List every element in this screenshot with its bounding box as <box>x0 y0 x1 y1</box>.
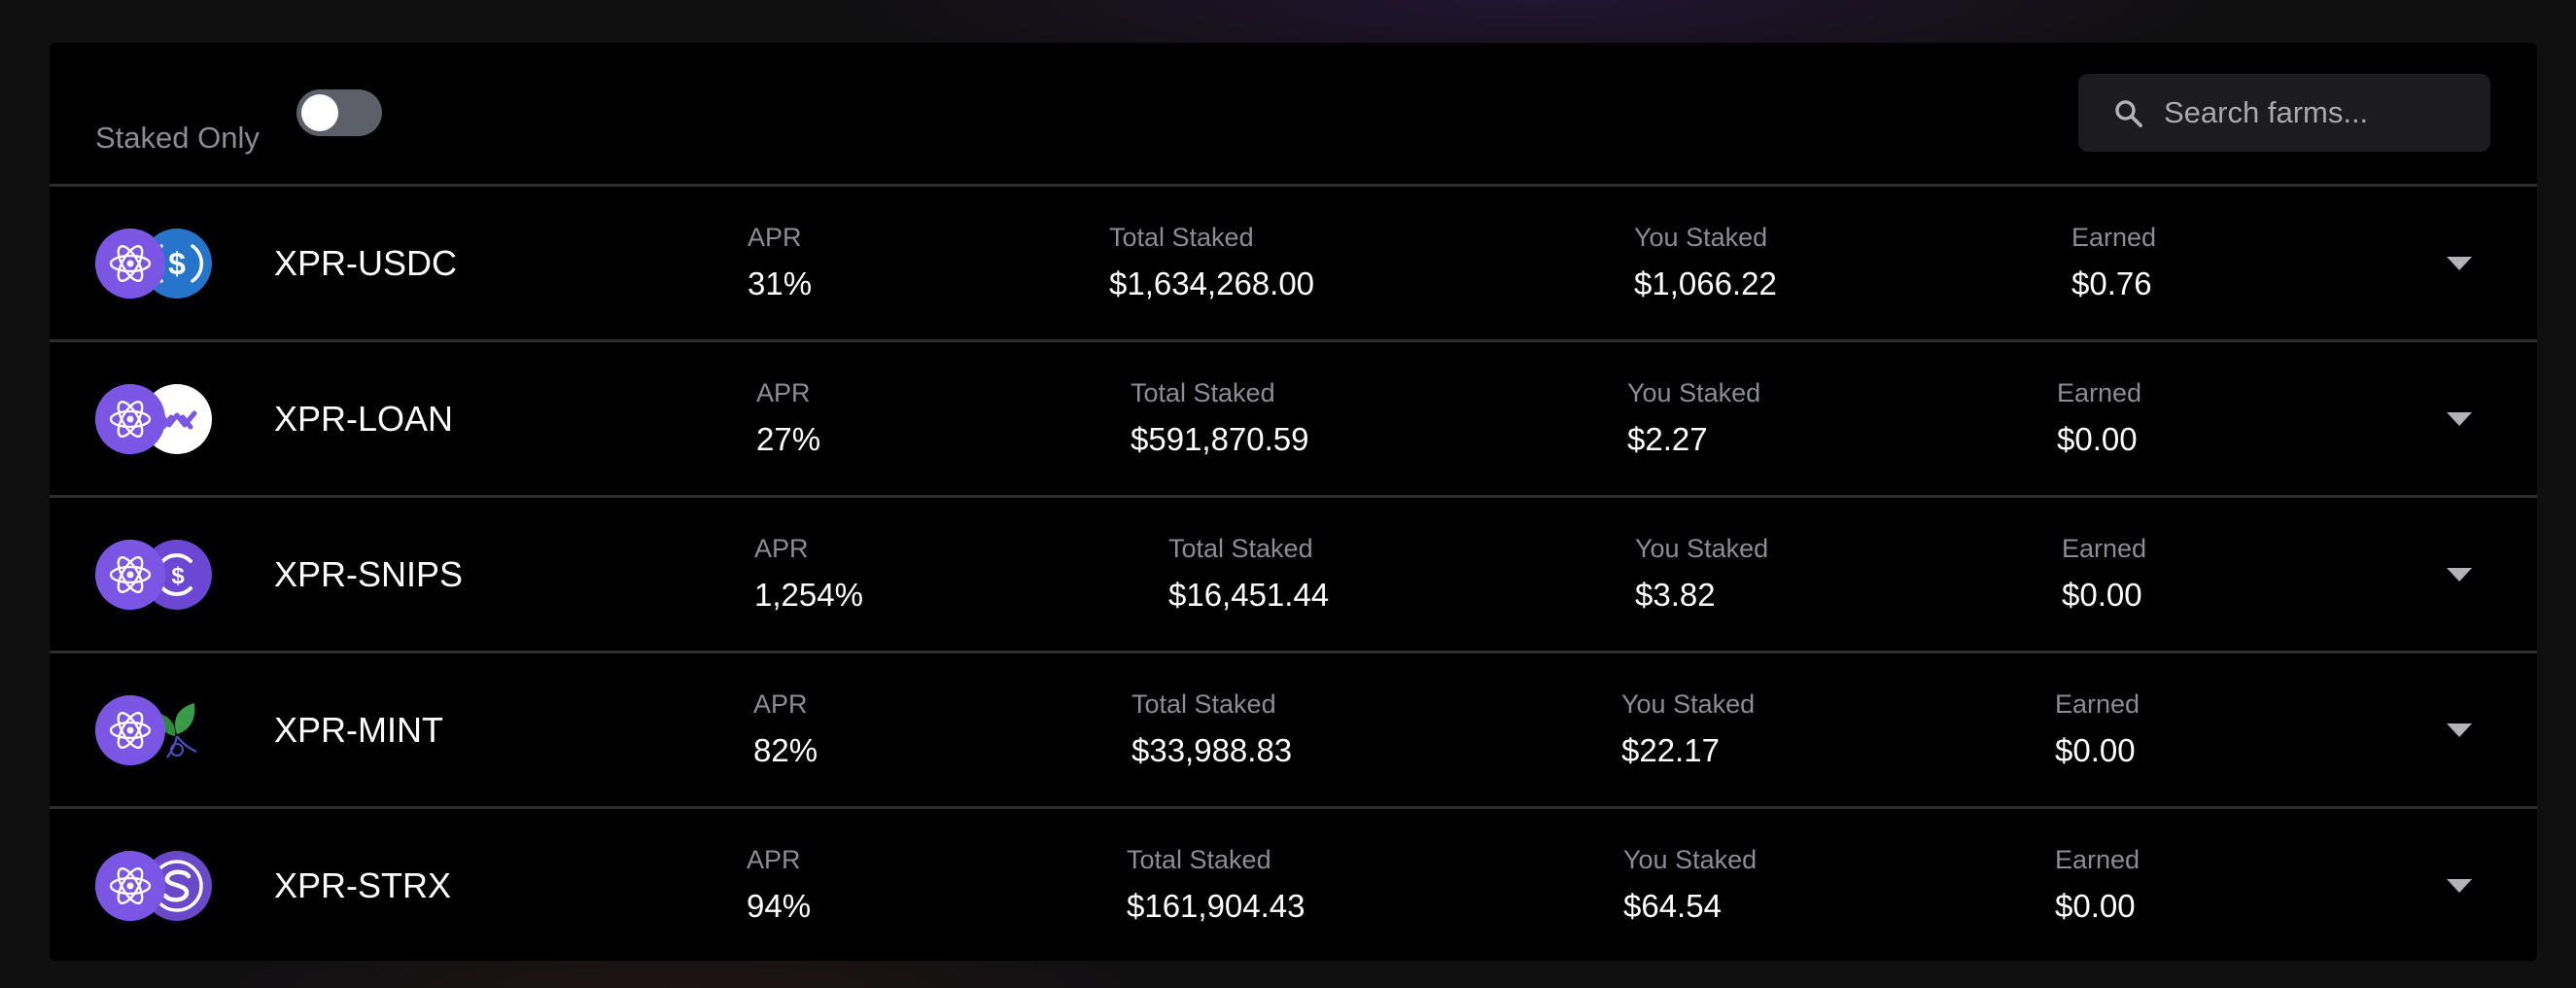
you-staked-stat: You Staked $1,066.22 <box>1634 222 1777 303</box>
staked-only-toggle[interactable] <box>296 89 382 136</box>
total-staked-value: $591,870.59 <box>1131 421 1309 457</box>
farms-toolbar: Staked Only <box>50 43 2537 184</box>
earned-value: $0.00 <box>2057 421 2138 457</box>
farm-row-xpr-usdc[interactable]: $ XPR-USDC APR <box>50 184 2537 340</box>
xpr-atom-icon <box>95 540 165 610</box>
total-staked-label: Total Staked <box>1127 845 1271 874</box>
apr-label: APR <box>748 223 802 252</box>
search-input[interactable] <box>2164 74 2475 152</box>
total-staked-value: $33,988.83 <box>1131 732 1293 768</box>
total-staked-value: $161,904.43 <box>1127 888 1305 924</box>
you-staked-label: You Staked <box>1635 534 1769 563</box>
pair-name: XPR-MINT <box>274 710 443 750</box>
apr-stat: APR 27% <box>756 377 820 459</box>
earned-label: Earned <box>2055 845 2141 874</box>
farms-panel: Staked Only $ <box>50 43 2537 961</box>
chevron-down-icon[interactable] <box>2447 879 2472 893</box>
earned-label: Earned <box>2071 223 2157 252</box>
pair-icons <box>95 850 222 922</box>
pair-name: XPR-USDC <box>274 243 458 283</box>
chevron-down-icon[interactable] <box>2447 723 2472 737</box>
apr-stat: APR 31% <box>748 222 812 303</box>
total-staked-label: Total Staked <box>1131 378 1275 407</box>
apr-stat: APR 82% <box>753 688 818 770</box>
apr-value: 1,254% <box>754 577 863 613</box>
apr-value: 31% <box>748 265 813 301</box>
you-staked-label: You Staked <box>1634 223 1768 252</box>
chevron-down-icon[interactable] <box>2447 568 2472 582</box>
xpr-atom-icon <box>95 851 165 921</box>
earned-label: Earned <box>2055 689 2141 719</box>
apr-value: 27% <box>756 421 821 457</box>
pair-name: XPR-SNIPS <box>274 554 464 594</box>
apr-label: APR <box>754 534 809 563</box>
you-staked-value: $2.27 <box>1627 421 1708 457</box>
svg-text:$: $ <box>168 246 186 281</box>
pair-icons <box>95 694 222 766</box>
total-staked-label: Total Staked <box>1109 223 1254 252</box>
earned-stat: Earned $0.00 <box>2055 688 2140 770</box>
you-staked-label: You Staked <box>1623 845 1758 874</box>
farm-row-xpr-mint[interactable]: XPR-MINT APR 82% Total Staked $33,988.83… <box>50 651 2537 807</box>
farm-row-xpr-strx[interactable]: XPR-STRX APR 94% Total Staked $161,904.4… <box>50 806 2537 961</box>
pair-name: XPR-STRX <box>274 865 452 905</box>
search-box[interactable] <box>2078 74 2490 152</box>
svg-text:$: $ <box>171 563 185 589</box>
you-staked-value: $1,066.22 <box>1634 265 1777 301</box>
earned-value: $0.76 <box>2071 265 2152 301</box>
xpr-atom-icon <box>95 384 165 454</box>
search-icon <box>2115 100 2142 127</box>
pair-icons: $ <box>95 228 222 300</box>
total-staked-stat: Total Staked $16,451.44 <box>1168 533 1329 615</box>
apr-label: APR <box>747 845 801 874</box>
you-staked-stat: You Staked $64.54 <box>1623 844 1757 926</box>
you-staked-stat: You Staked $2.27 <box>1627 377 1760 459</box>
farm-row-xpr-loan[interactable]: XPR-LOAN APR 27% Total Staked $591,870.5… <box>50 339 2537 496</box>
earned-stat: Earned $0.76 <box>2071 222 2156 303</box>
pair-icons: $ <box>95 539 222 611</box>
apr-stat: APR 1,254% <box>754 533 863 615</box>
chevron-down-icon[interactable] <box>2447 257 2472 270</box>
you-staked-label: You Staked <box>1621 689 1756 719</box>
earned-stat: Earned $0.00 <box>2062 533 2146 615</box>
total-staked-label: Total Staked <box>1168 534 1313 563</box>
earned-label: Earned <box>2062 534 2147 563</box>
xpr-atom-icon <box>95 229 165 299</box>
total-staked-value: $16,451.44 <box>1168 577 1330 613</box>
earned-stat: Earned $0.00 <box>2057 377 2141 459</box>
total-staked-stat: Total Staked $161,904.43 <box>1127 844 1305 926</box>
total-staked-stat: Total Staked $33,988.83 <box>1131 688 1292 770</box>
chevron-down-icon[interactable] <box>2447 412 2472 426</box>
total-staked-stat: Total Staked $591,870.59 <box>1131 377 1309 459</box>
apr-label: APR <box>756 378 811 407</box>
total-staked-value: $1,634,268.00 <box>1109 265 1315 301</box>
farm-row-xpr-snips[interactable]: $ XPR-SNIPS APR <box>50 495 2537 652</box>
xpr-atom-icon <box>95 695 165 765</box>
you-staked-value: $22.17 <box>1621 732 1720 768</box>
you-staked-stat: You Staked $3.82 <box>1635 533 1768 615</box>
apr-label: APR <box>753 689 808 719</box>
total-staked-label: Total Staked <box>1131 689 1276 719</box>
you-staked-label: You Staked <box>1627 378 1761 407</box>
earned-value: $0.00 <box>2062 577 2142 613</box>
earned-label: Earned <box>2057 378 2142 407</box>
apr-value: 82% <box>753 732 818 768</box>
earned-value: $0.00 <box>2055 732 2136 768</box>
pair-icons <box>95 383 222 455</box>
earned-stat: Earned $0.00 <box>2055 844 2140 926</box>
total-staked-stat: Total Staked $1,634,268.00 <box>1109 222 1314 303</box>
pair-name: XPR-LOAN <box>274 399 454 439</box>
apr-stat: APR 94% <box>747 844 811 926</box>
toggle-knob <box>301 94 338 131</box>
you-staked-stat: You Staked $22.17 <box>1621 688 1755 770</box>
staked-only-label: Staked Only <box>95 121 260 155</box>
apr-value: 94% <box>747 888 812 924</box>
earned-value: $0.00 <box>2055 888 2136 924</box>
you-staked-value: $3.82 <box>1635 577 1716 613</box>
you-staked-value: $64.54 <box>1623 888 1722 924</box>
